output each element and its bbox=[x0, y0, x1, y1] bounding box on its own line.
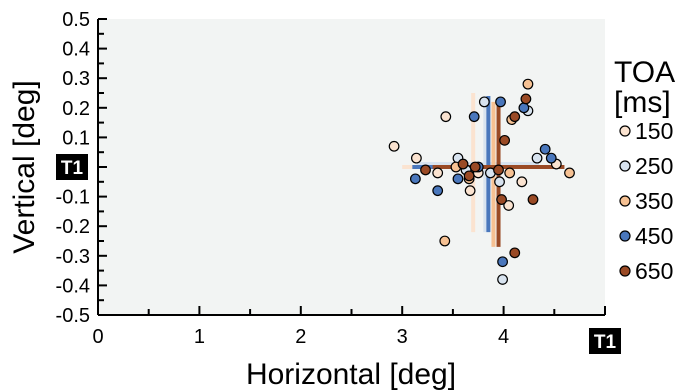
data-point-250 bbox=[497, 274, 508, 285]
data-point-650 bbox=[527, 194, 539, 205]
data-point-450 bbox=[432, 185, 444, 197]
legend-marker-150 bbox=[619, 125, 631, 137]
data-point-650 bbox=[496, 194, 507, 205]
y-tick-label: 0.1 bbox=[62, 127, 90, 149]
x-tick-label: 3 bbox=[397, 326, 408, 348]
legend-marker-250 bbox=[619, 160, 631, 172]
legend-label-350: 350 bbox=[635, 188, 673, 214]
y-tick-label: -0.3 bbox=[56, 246, 90, 268]
data-point-250 bbox=[494, 176, 505, 188]
y-tick-label: -0.4 bbox=[56, 275, 90, 297]
data-point-150 bbox=[464, 185, 476, 197]
data-point-350 bbox=[504, 167, 516, 179]
y-axis-title: Vertical [deg] bbox=[8, 80, 41, 253]
x-axis-target-marker: T1 bbox=[589, 328, 621, 354]
x-axis-title: Horizontal [deg] bbox=[246, 358, 456, 391]
legend: TOA [ms] 150 250 350 450 650 bbox=[614, 56, 675, 284]
data-points bbox=[388, 78, 575, 285]
data-point-650 bbox=[509, 247, 521, 259]
data-point-450 bbox=[539, 143, 551, 155]
target-marker-box bbox=[56, 154, 88, 180]
data-point-450 bbox=[545, 152, 557, 164]
data-point-450 bbox=[495, 96, 506, 108]
y-tick-label: -0.2 bbox=[56, 216, 90, 238]
legend-label-150: 150 bbox=[635, 118, 673, 144]
target-marker-box bbox=[589, 328, 621, 354]
y-tick-label: -0.1 bbox=[56, 187, 90, 209]
data-point-150 bbox=[516, 176, 528, 188]
legend-title-line2: [ms] bbox=[614, 86, 671, 119]
data-point-650 bbox=[493, 164, 504, 176]
x-tick-label: 0 bbox=[92, 326, 103, 348]
data-point-650 bbox=[520, 93, 532, 105]
data-point-650 bbox=[469, 161, 481, 173]
data-point-150 bbox=[432, 167, 444, 179]
axes: 0 1 2 3 4 0.5 0.4 0.3 0.2 0.1 -0.1 -0.2 -0.3 -0.4 -0.5… bbox=[56, 9, 621, 354]
data-point-650 bbox=[499, 134, 511, 146]
target-marker-label: T1 bbox=[594, 332, 617, 353]
data-point-150 bbox=[503, 200, 515, 211]
data-point-450 bbox=[518, 102, 530, 114]
legend-label-650: 650 bbox=[635, 258, 673, 284]
data-point-450 bbox=[497, 256, 508, 268]
data-point-650 bbox=[457, 158, 469, 170]
x-tick-label: 1 bbox=[194, 326, 205, 348]
legend-label-250: 250 bbox=[635, 153, 673, 179]
data-point-150 bbox=[440, 111, 452, 123]
data-point-250 bbox=[478, 96, 490, 108]
y-tick-label: 0.2 bbox=[62, 98, 90, 120]
y-tick-label: 0.3 bbox=[62, 68, 90, 90]
legend-marker-350 bbox=[619, 195, 631, 207]
y-tick-label: 0.4 bbox=[62, 39, 90, 61]
data-point-250 bbox=[531, 152, 543, 164]
target-marker-label: T1 bbox=[61, 158, 84, 179]
data-point-650 bbox=[463, 170, 475, 182]
data-point-650 bbox=[420, 164, 431, 176]
legend-label-450: 450 bbox=[635, 223, 673, 249]
y-tick-label: 0.5 bbox=[62, 9, 90, 31]
data-point-150 bbox=[388, 140, 400, 152]
legend-title-line1: TOA bbox=[614, 56, 675, 89]
data-point-450 bbox=[468, 111, 480, 123]
data-point-650 bbox=[509, 111, 521, 123]
data-point-350 bbox=[564, 167, 575, 179]
data-point-450 bbox=[452, 173, 464, 185]
legend-marker-450 bbox=[619, 230, 631, 242]
data-point-350 bbox=[439, 235, 451, 247]
y-axis-target-marker: T1 bbox=[56, 154, 88, 180]
x-tick-label: 2 bbox=[295, 326, 306, 348]
data-point-150 bbox=[410, 152, 422, 164]
data-point-450 bbox=[409, 173, 421, 185]
x-tick-label: 4 bbox=[498, 326, 509, 348]
legend-marker-650 bbox=[619, 265, 631, 277]
y-tick-label: -0.5 bbox=[56, 305, 90, 327]
data-point-350 bbox=[522, 78, 534, 90]
